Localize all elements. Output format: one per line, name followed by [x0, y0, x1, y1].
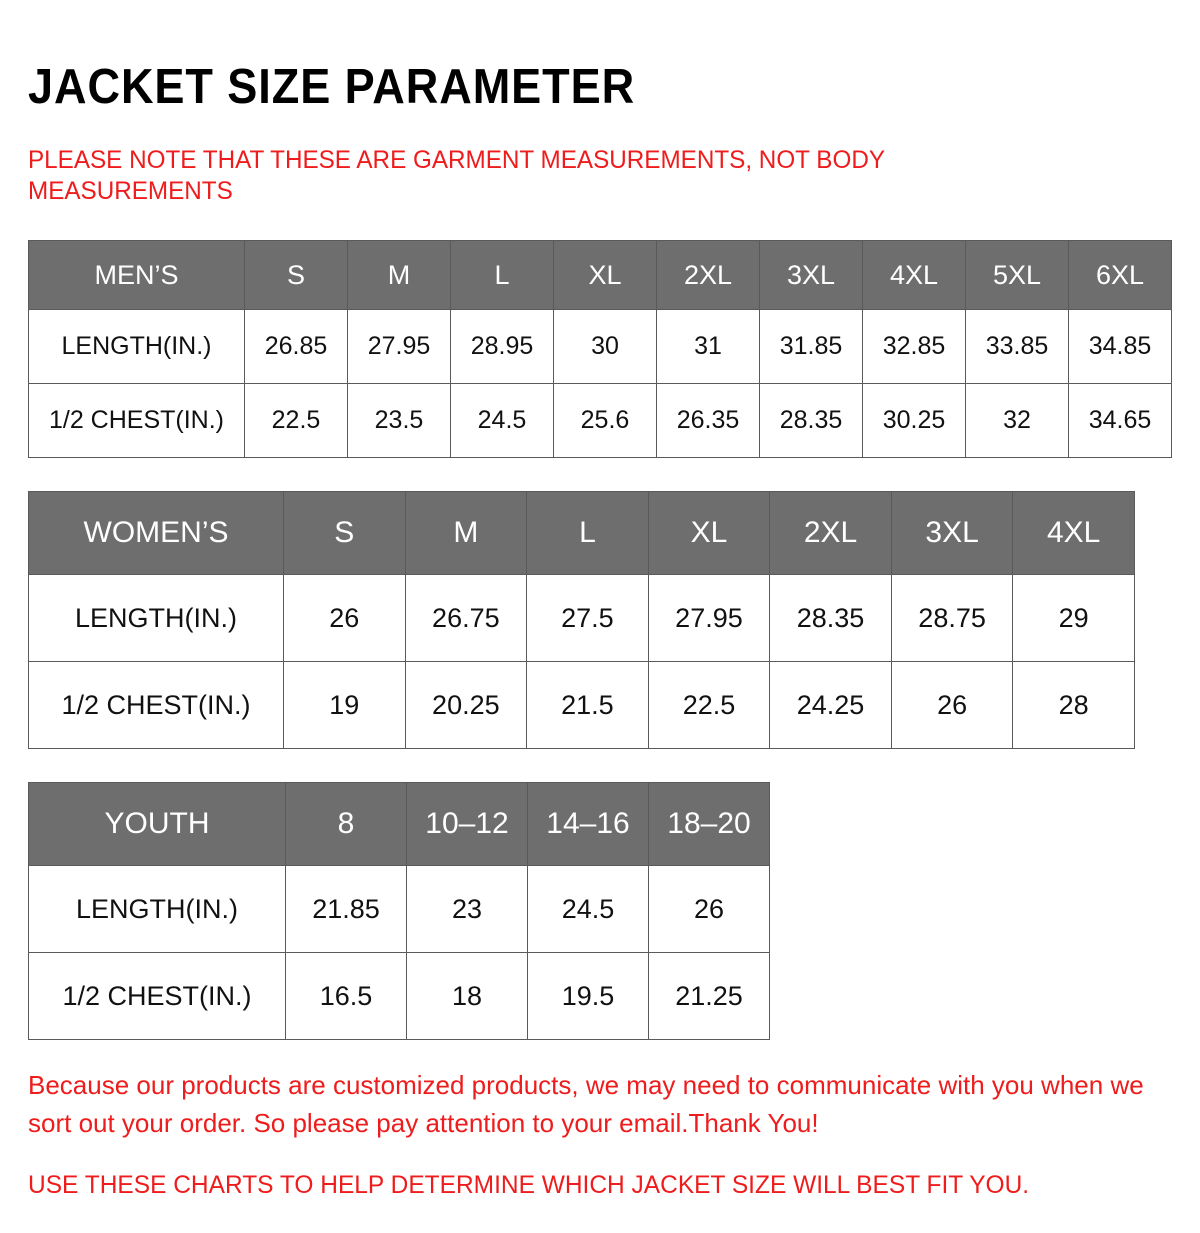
measurement-cell: 28.35 [759, 383, 863, 459]
mens-corner-label: MEN’S [28, 240, 245, 311]
mens-size-header-2: M [347, 240, 451, 311]
measurement-cell: 20.25 [404, 661, 528, 750]
mens-size-header-7: 4XL [862, 240, 966, 311]
womens-size-header-4: XL [647, 491, 771, 576]
measurement-cell: 28.75 [890, 574, 1014, 663]
measurement-cell: 27.95 [347, 309, 451, 385]
measurement-cell: 18 [406, 952, 528, 1041]
womens-size-header-2: M [404, 491, 528, 576]
measurement-cell: 27.95 [647, 574, 771, 663]
measurement-cell: 31 [656, 309, 760, 385]
womens-size-header-7: 4XL [1012, 491, 1135, 576]
mens-table-head: MEN’S S M L XL 2XL 3XL 4XL 5XL 6XL [28, 240, 1172, 311]
womens-size-header-3: L [526, 491, 649, 576]
table-row: LENGTH(IN.) 21.85 23 24.5 26 [28, 865, 770, 954]
measurement-cell: 28.95 [450, 309, 554, 385]
youth-row-label: LENGTH(IN.) [28, 865, 286, 954]
youth-size-header-3: 14–16 [527, 782, 649, 867]
customized-products-note: Because our products are customized prod… [28, 1070, 1144, 1138]
mens-size-header-3: L [450, 240, 554, 311]
youth-size-header-4: 18–20 [648, 782, 770, 867]
mens-size-header-9: 6XL [1068, 240, 1172, 311]
mens-table-body: LENGTH(IN.) 26.85 27.95 28.95 30 31 31.85 32.85… [28, 309, 1172, 459]
youth-size-header-2: 10–12 [406, 782, 528, 867]
measurement-cell: 29 [1012, 574, 1135, 663]
measurement-cell: 30.25 [862, 383, 966, 459]
measurement-cell: 27.5 [526, 574, 649, 663]
mens-row-label: LENGTH(IN.) [28, 309, 245, 385]
measurement-cell: 19 [283, 661, 406, 750]
measurement-cell: 21.85 [285, 865, 407, 954]
youth-row-label: 1/2 CHEST(IN.) [28, 952, 286, 1041]
womens-size-header-6: 3XL [890, 491, 1014, 576]
measurement-cell: 26 [890, 661, 1014, 750]
measurement-cell: 30 [553, 309, 657, 385]
measurement-cell: 31.85 [759, 309, 863, 385]
mens-size-header-6: 3XL [759, 240, 863, 311]
measurement-cell: 26.75 [404, 574, 528, 663]
measurement-cell: 22.5 [244, 383, 348, 459]
mens-size-header-8: 5XL [965, 240, 1069, 311]
measurement-cell: 23.5 [347, 383, 451, 459]
measurement-cell: 32 [965, 383, 1069, 459]
womens-corner-label: WOMEN’S [28, 491, 284, 576]
measurement-cell: 26.35 [656, 383, 760, 459]
measurement-cell: 26.85 [244, 309, 348, 385]
measurement-cell: 26 [283, 574, 406, 663]
youth-size-header-1: 8 [285, 782, 407, 867]
table-header-row: WOMEN’S S M L XL 2XL 3XL 4XL [28, 491, 1135, 576]
womens-row-label: LENGTH(IN.) [28, 574, 284, 663]
measurement-cell: 28 [1012, 661, 1135, 750]
womens-size-header-5: 2XL [769, 491, 892, 576]
womens-row-label: 1/2 CHEST(IN.) [28, 661, 284, 750]
table-row: 1/2 CHEST(IN.) 16.5 18 19.5 21.25 [28, 952, 770, 1041]
table-header-row: YOUTH 8 10–12 14–16 18–20 [28, 782, 770, 867]
measurement-cell: 26 [648, 865, 770, 954]
womens-size-table: WOMEN’S S M L XL 2XL 3XL 4XL LENGTH(IN.) 26 26.75… [28, 491, 1135, 750]
mens-size-table: MEN’S S M L XL 2XL 3XL 4XL 5XL 6XL LENGTH(IN.) 26.… [28, 240, 1172, 459]
youth-size-table: YOUTH 8 10–12 14–16 18–20 LENGTH(IN.) 21.85 23… [28, 782, 770, 1041]
measurement-cell: 21.25 [648, 952, 770, 1041]
youth-table-head: YOUTH 8 10–12 14–16 18–20 [28, 782, 770, 867]
use-charts-note: USE THESE CHARTS TO HELP DETERMINE WHICH… [28, 1170, 1030, 1199]
measurement-cell: 22.5 [647, 661, 771, 750]
measurement-cell: 33.85 [965, 309, 1069, 385]
measurement-cell: 23 [406, 865, 528, 954]
table-row: LENGTH(IN.) 26.85 27.95 28.95 30 31 31.85 32.85… [28, 309, 1172, 385]
mens-size-header-4: XL [553, 240, 657, 311]
measurement-cell: 19.5 [527, 952, 649, 1041]
table-header-row: MEN’S S M L XL 2XL 3XL 4XL 5XL 6XL [28, 240, 1172, 311]
mens-row-label: 1/2 CHEST(IN.) [28, 383, 245, 459]
measurement-cell: 32.85 [862, 309, 966, 385]
garment-measurement-note: PLEASE NOTE THAT THESE ARE GARMENT MEASU… [28, 145, 885, 206]
table-row: 1/2 CHEST(IN.) 22.5 23.5 24.5 25.6 26.35 28.35… [28, 383, 1172, 459]
measurement-cell: 24.25 [769, 661, 892, 750]
measurement-cell: 28.35 [769, 574, 892, 663]
measurement-cell: 34.65 [1068, 383, 1172, 459]
mens-size-header-1: S [244, 240, 348, 311]
mens-size-header-5: 2XL [656, 240, 760, 311]
page-title: JACKET SIZE PARAMETER [28, 59, 636, 114]
measurement-cell: 24.5 [450, 383, 554, 459]
table-row: LENGTH(IN.) 26 26.75 27.5 27.95 28.35 28.75 29 [28, 574, 1135, 663]
youth-corner-label: YOUTH [28, 782, 286, 867]
womens-table-head: WOMEN’S S M L XL 2XL 3XL 4XL [28, 491, 1135, 576]
measurement-cell: 25.6 [553, 383, 657, 459]
size-chart-page: JACKET SIZE PARAMETER PLEASE NOTE THAT T… [0, 33, 1200, 1233]
measurement-cell: 24.5 [527, 865, 649, 954]
womens-table-body: LENGTH(IN.) 26 26.75 27.5 27.95 28.35 28.75 29 1… [28, 574, 1135, 750]
measurement-cell: 34.85 [1068, 309, 1172, 385]
measurement-cell: 21.5 [526, 661, 649, 750]
table-row: 1/2 CHEST(IN.) 19 20.25 21.5 22.5 24.25 26 28 [28, 661, 1135, 750]
womens-size-header-1: S [283, 491, 406, 576]
measurement-cell: 16.5 [285, 952, 407, 1041]
youth-table-body: LENGTH(IN.) 21.85 23 24.5 26 1/2 CHEST(IN.) 16… [28, 865, 770, 1041]
